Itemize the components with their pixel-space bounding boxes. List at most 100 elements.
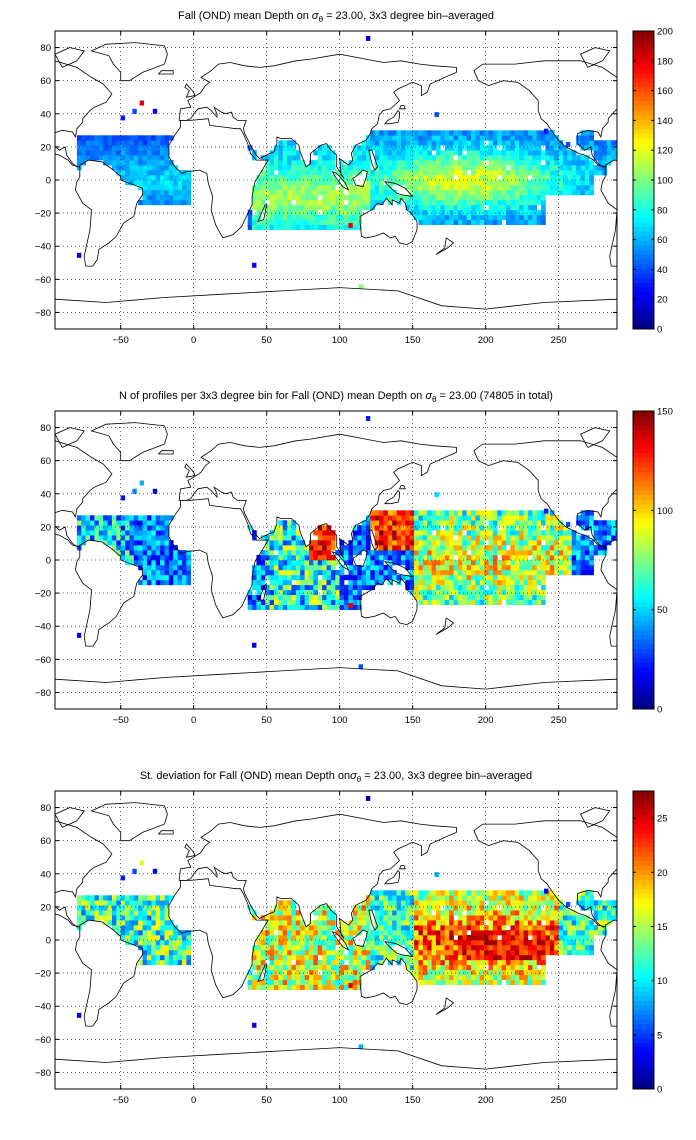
heatmap-cell [317, 199, 323, 206]
heatmap-cell [330, 910, 336, 916]
heatmap-cell [606, 905, 612, 911]
heatmap-cell [352, 905, 358, 911]
x-tick-label: −50 [113, 335, 129, 346]
heatmap-cell [501, 555, 507, 561]
heatmap-cell [444, 510, 450, 516]
heatmap-cell [125, 145, 130, 151]
heatmap-cell [326, 979, 332, 985]
heatmap-cell [488, 540, 494, 546]
heatmap-cell [151, 905, 157, 911]
heatmap-cell [313, 930, 319, 936]
heatmap-cell [484, 545, 489, 551]
heatmap-cell [142, 905, 148, 911]
heatmap-cell [435, 915, 441, 921]
colorbar-swatch [633, 1009, 654, 1015]
heatmap-cell [519, 160, 524, 166]
heatmap-cell [160, 194, 165, 201]
heatmap-cell [510, 925, 516, 931]
heatmap-cell [352, 545, 358, 551]
heatmap-cell [598, 145, 603, 151]
heatmap-cell [514, 530, 520, 536]
heatmap-cell [392, 890, 397, 896]
heatmap-cell [492, 969, 498, 976]
heatmap-cell [541, 520, 546, 526]
heatmap-cell [120, 875, 126, 881]
heatmap-cell [85, 155, 91, 161]
heatmap-cell [462, 599, 467, 605]
colorbar-swatch [633, 221, 654, 227]
heatmap-cell [160, 165, 165, 171]
heatmap-cell [414, 944, 419, 951]
heatmap-cell [457, 569, 463, 576]
heatmap-cell [164, 959, 170, 966]
heatmap-cell [300, 949, 305, 956]
heatmap-cell [527, 920, 533, 926]
heatmap-cell [155, 579, 161, 586]
heatmap-cell [383, 905, 389, 911]
heatmap-cell [322, 974, 327, 981]
heatmap-cell [400, 900, 406, 906]
colorbar-swatch [633, 35, 654, 41]
heatmap-cell [444, 135, 450, 141]
coastline [473, 440, 617, 548]
heatmap-cell [396, 890, 402, 896]
heatmap-cell [536, 199, 542, 206]
heatmap-cell [510, 569, 516, 576]
heatmap-cell [422, 905, 428, 911]
heatmap-cell [492, 219, 498, 225]
heatmap-cell [155, 180, 161, 186]
heatmap-cell [300, 224, 305, 230]
heatmap-cell [313, 180, 319, 186]
heatmap-cell [291, 969, 297, 976]
heatmap-cell [440, 135, 446, 141]
heatmap-cell [418, 214, 424, 221]
heatmap-cell [611, 915, 616, 921]
heatmap-cell [519, 920, 524, 926]
heatmap-cell [291, 150, 297, 156]
heatmap-cell [361, 540, 367, 546]
heatmap-cell [497, 155, 502, 161]
heatmap-cell [330, 569, 336, 576]
colorbar-tick-label: 120 [657, 146, 673, 157]
heatmap-cell [291, 944, 297, 951]
heatmap-cell [348, 584, 354, 591]
heatmap-cell [462, 550, 467, 556]
heatmap-cell [168, 135, 174, 141]
heatmap-cell [497, 574, 502, 581]
heatmap-cell [111, 145, 117, 151]
heatmap-cell [514, 915, 520, 921]
heatmap-cell [475, 935, 481, 941]
heatmap-cell [335, 574, 340, 581]
heatmap-cell [186, 569, 192, 576]
heatmap-cell [142, 555, 148, 561]
heatmap-cell [532, 170, 538, 176]
heatmap-cell [589, 930, 594, 936]
heatmap-cell [348, 223, 353, 229]
heatmap-cell [422, 940, 428, 946]
heatmap-cell [352, 969, 358, 976]
heatmap-cell [567, 184, 573, 191]
heatmap-cell [387, 510, 393, 516]
heatmap-cell [479, 189, 485, 196]
heatmap-cell [431, 579, 437, 586]
heatmap-cell [484, 535, 489, 541]
heatmap-cell [457, 579, 463, 586]
heatmap-cell [523, 930, 529, 936]
heatmap-cell [282, 900, 288, 906]
heatmap-cell [475, 574, 481, 581]
heatmap-cell [435, 589, 441, 596]
heatmap-cell [492, 194, 498, 201]
heatmap-cell [510, 949, 516, 956]
heatmap-cell [558, 925, 564, 931]
heatmap-cell [273, 555, 279, 561]
heatmap-cell [523, 165, 529, 171]
heatmap-cell [81, 915, 86, 921]
heatmap-cell [444, 130, 450, 136]
heatmap-cell [396, 145, 402, 151]
heatmap-cell [514, 165, 520, 171]
heatmap-cell [492, 520, 498, 526]
heatmap-cell [252, 599, 257, 605]
colorbar-swatch [633, 671, 654, 677]
heatmap-cell [168, 199, 174, 206]
heatmap-cell [435, 520, 441, 526]
